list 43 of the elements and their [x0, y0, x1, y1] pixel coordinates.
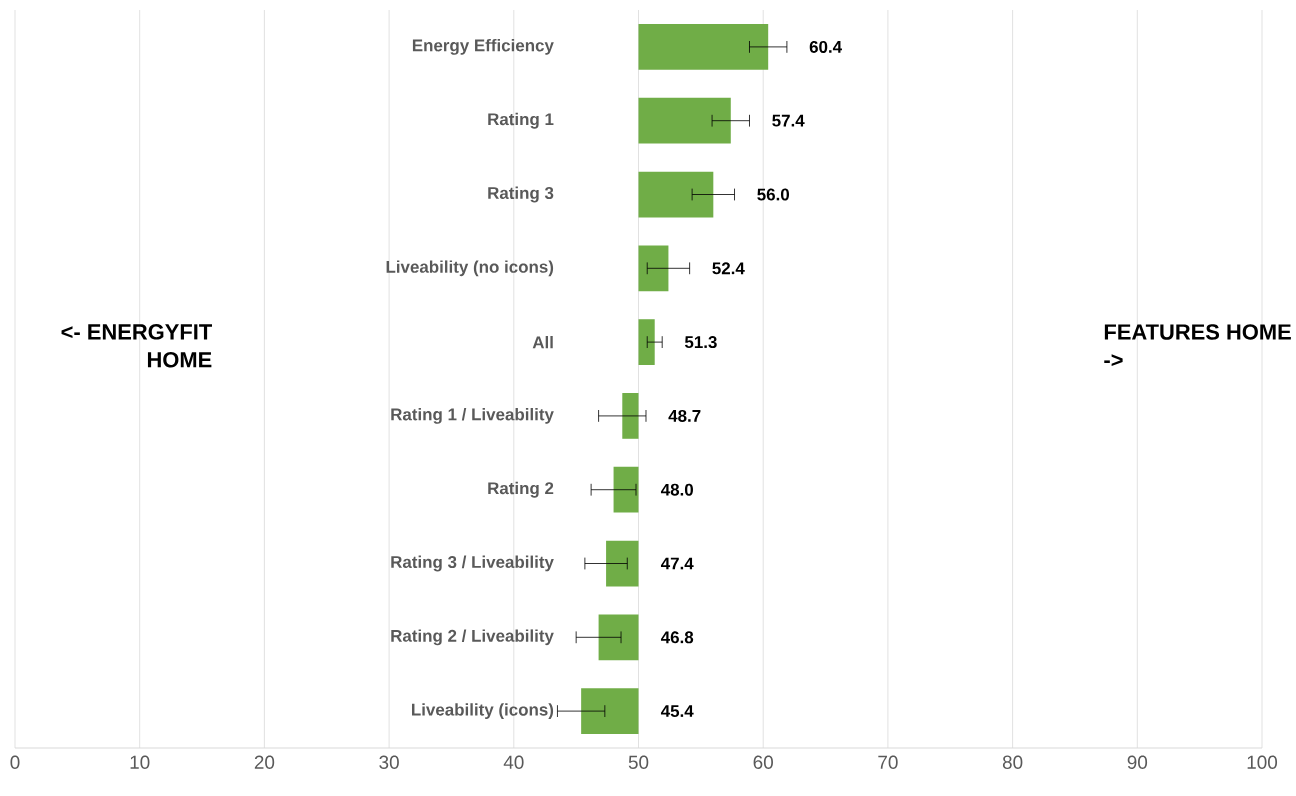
bar [606, 540, 639, 587]
y-tick-label: Rating 3 [488, 186, 554, 203]
bar [638, 245, 669, 292]
data-label: 48.0 [660, 483, 693, 496]
y-tick-label: Liveability (icons) [412, 703, 554, 719]
x-tick-label: 60 [753, 755, 773, 769]
y-tick-label: Liveability (no icons) [386, 260, 554, 277]
y-tick-label: All [532, 335, 553, 349]
data-label: 57.4 [772, 114, 805, 127]
data-label: 47.4 [660, 557, 694, 570]
bar [638, 24, 769, 70]
data-label: 45.4 [660, 705, 694, 718]
bar [622, 393, 639, 439]
annotation: FEATURES HOME -> [1104, 324, 1291, 367]
data-label: 60.4 [809, 40, 842, 53]
x-tick-label: 70 [878, 755, 898, 769]
bar [638, 171, 714, 218]
bar [581, 688, 639, 734]
x-tick-label: 90 [1127, 755, 1148, 769]
x-tick-label: 10 [130, 755, 150, 769]
y-tick-label: Rating 2 [488, 481, 554, 498]
bar [638, 97, 731, 144]
x-tick-label: 30 [379, 755, 399, 769]
data-label: 48.7 [668, 409, 701, 422]
bar [613, 466, 639, 513]
y-tick-label: Rating 2 / Liveability [391, 629, 554, 646]
x-tick-label: 50 [628, 755, 649, 769]
x-tick-label: 0 [10, 755, 20, 769]
bar [598, 614, 639, 661]
y-tick-label: Rating 1 [488, 112, 554, 129]
x-tick-label: 100 [1247, 755, 1278, 769]
y-tick-label: Rating 1 / Liveability [391, 407, 554, 424]
y-tick-label: Rating 3 / Liveability [391, 555, 554, 572]
x-tick-label: 80 [1002, 755, 1023, 769]
bar [638, 319, 655, 365]
data-label: 51.3 [684, 336, 717, 349]
x-tick-label: 20 [254, 755, 275, 769]
x-tick-label: 40 [503, 755, 524, 769]
y-tick-label: Energy Efficiency [412, 38, 554, 55]
data-label: 52.4 [712, 262, 745, 275]
data-label: 46.8 [660, 631, 694, 644]
data-label: 56.0 [757, 188, 790, 201]
annotation: <- ENERGYFIT HOME [61, 324, 212, 368]
